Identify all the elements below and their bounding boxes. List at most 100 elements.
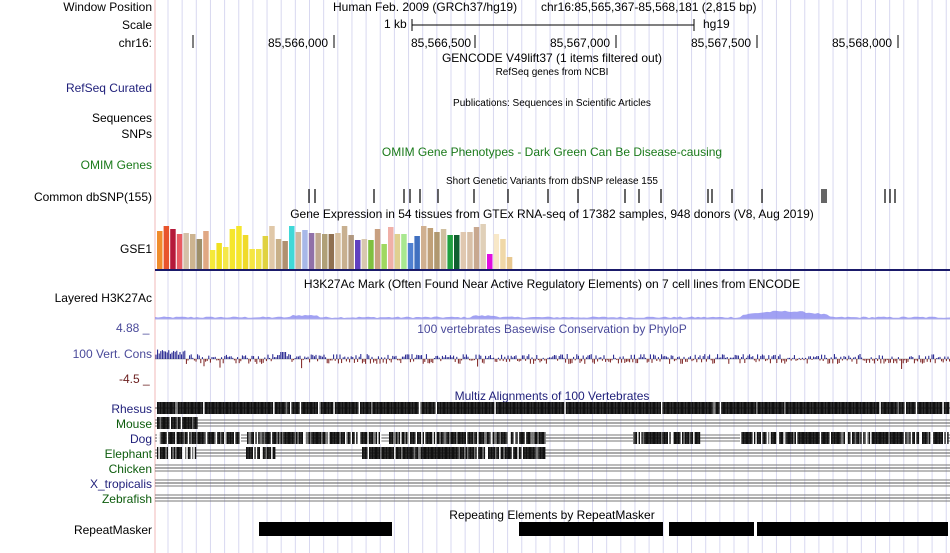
alignment-block [259, 432, 261, 444]
alignment-block [824, 432, 826, 444]
alignment-block [417, 402, 419, 414]
alignment-block [902, 432, 904, 444]
alignment-block [922, 402, 925, 414]
alignment-block [354, 432, 357, 444]
alignment-block [420, 447, 423, 459]
alignment-block [928, 402, 930, 414]
repeatmasker-track-label[interactable]: RepeatMasker [73, 523, 152, 537]
publications-track-title[interactable]: Publications: Sequences in Scientific Ar… [453, 98, 651, 109]
alignment-block [463, 432, 465, 444]
alignment-block [801, 402, 803, 414]
alignment-block [465, 447, 467, 459]
alignment-block [238, 432, 240, 444]
refseq-track-label[interactable]: RefSeq Curated [65, 81, 152, 95]
species-label-zebrafish[interactable]: Zebrafish [101, 492, 152, 506]
h3k27ac-track-title[interactable]: H3K27Ac Mark (Often Found Near Active Re… [303, 277, 801, 291]
alignment-block [939, 402, 941, 414]
alignment-block [633, 432, 635, 444]
alignment-block [376, 447, 378, 459]
alignment-block [410, 432, 412, 444]
alignment-block [612, 402, 614, 414]
phylop-track-title[interactable]: 100 vertebrates Basewise Conservation by… [417, 322, 687, 336]
alignment-block [409, 447, 411, 459]
alignment-block [771, 402, 773, 414]
alignment-block [794, 402, 796, 414]
species-label-mouse[interactable]: Mouse [115, 417, 152, 431]
alignment-block [907, 402, 909, 414]
omim-track-label[interactable]: OMIM Genes [80, 158, 152, 172]
repeat-element [757, 522, 948, 536]
alignment-block [446, 432, 448, 444]
gtex-bar [388, 227, 394, 269]
alignment-block [507, 402, 509, 414]
gtex-track-title[interactable]: Gene Expression in 54 tissues from GTEx … [290, 207, 814, 221]
alignment-block [817, 432, 819, 444]
alignment-block [187, 402, 190, 414]
alignment-block [332, 402, 334, 414]
alignment-block [192, 432, 194, 444]
alignment-block [506, 447, 508, 459]
alignment-block [821, 432, 823, 444]
gtex-bar [348, 235, 354, 269]
alignment-block [683, 432, 685, 444]
gtex-track-label[interactable]: GSE1 [119, 242, 152, 256]
alignment-block [377, 432, 379, 444]
species-label-x-tropicalis[interactable]: X_tropicalis [89, 477, 152, 491]
alignment-block [659, 402, 661, 414]
alignment-block [374, 447, 376, 459]
repeatmasker-track-title[interactable]: Repeating Elements by RepeatMasker [449, 508, 655, 522]
position-label[interactable]: chr16:85,565,367-85,568,181 (2,815 bp) [541, 0, 757, 14]
species-label-dog[interactable]: Dog [129, 432, 152, 446]
alignment-block [591, 402, 593, 414]
alignment-block [626, 402, 628, 414]
alignment-block [296, 432, 298, 444]
alignment-block [818, 432, 820, 444]
alignment-block [252, 432, 254, 444]
species-label-rhesus[interactable]: Rhesus [111, 402, 152, 416]
alignment-block [465, 402, 467, 414]
alignment-block [262, 432, 264, 444]
alignment-block [390, 402, 393, 414]
alignment-block [586, 402, 589, 414]
alignment-block [672, 432, 674, 444]
snps-track-label[interactable]: SNPs [121, 127, 152, 141]
alignment-block [169, 402, 171, 414]
alignment-block [847, 432, 850, 444]
alignment-block [276, 432, 278, 444]
alignment-block [348, 402, 351, 414]
alignment-block [298, 432, 301, 444]
alignment-block [410, 402, 412, 414]
alignment-block [238, 402, 240, 414]
gtex-bar [480, 224, 486, 269]
alignment-block [157, 447, 159, 459]
alignment-block [499, 447, 501, 459]
alignment-block [161, 447, 163, 459]
alignment-block [389, 402, 391, 414]
alignment-block [180, 432, 183, 444]
species-label-chicken[interactable]: Chicken [108, 462, 152, 476]
publications-track-label[interactable]: Sequences [91, 111, 152, 125]
alignment-block [521, 447, 523, 459]
h3k27ac-track-label[interactable]: Layered H3K27Ac [54, 291, 152, 305]
alignment-block [568, 402, 570, 414]
omim-track-title[interactable]: OMIM Gene Phenotypes - Dark Green Can Be… [381, 145, 723, 159]
alignment-block [571, 402, 573, 414]
phylop-track-label[interactable]: 100 Vert. Cons [72, 347, 152, 361]
alignment-block [463, 402, 465, 414]
gencode-track-title[interactable]: GENCODE V49lift37 (1 items filtered out) [441, 51, 663, 65]
refseq-track-title[interactable]: RefSeq genes from NCBI [495, 67, 609, 78]
alignment-block [489, 432, 492, 444]
dbsnp-track-label[interactable]: Common dbSNP(155) [33, 190, 152, 204]
multiz-track-title[interactable]: Multiz Alignments of 100 Vertebrates [454, 389, 650, 403]
alignment-block [294, 402, 296, 414]
alignment-block [484, 432, 486, 444]
alignment-block [670, 402, 673, 414]
alignment-block [236, 432, 239, 444]
alignment-block [799, 402, 801, 414]
alignment-block [560, 402, 562, 414]
dbsnp-track-title[interactable]: Short Genetic Variants from dbSNP releas… [446, 176, 658, 187]
alignment-block [332, 432, 334, 444]
alignment-block [423, 447, 425, 459]
species-label-elephant[interactable]: Elephant [104, 447, 152, 461]
